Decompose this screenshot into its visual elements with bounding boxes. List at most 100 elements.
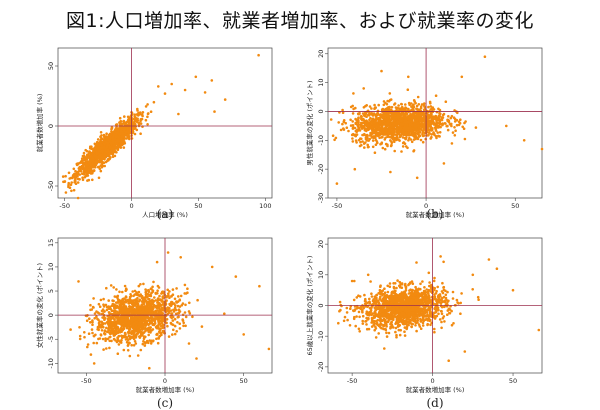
data-point (400, 132, 404, 136)
data-point (422, 108, 426, 112)
data-point (223, 312, 226, 316)
data-point (404, 131, 407, 135)
data-point (107, 331, 110, 334)
data-point (163, 92, 167, 95)
data-point (107, 328, 110, 332)
data-point (421, 324, 425, 327)
data-point (107, 320, 110, 323)
data-point (142, 323, 146, 327)
data-point (114, 339, 117, 342)
x-tick-label: 0 (129, 202, 133, 210)
data-point (122, 303, 126, 307)
data-point (371, 129, 374, 133)
data-point (106, 337, 110, 341)
data-point (390, 143, 393, 147)
data-point (446, 128, 450, 132)
data-point (95, 315, 98, 319)
data-point (99, 298, 103, 302)
data-point (341, 108, 344, 112)
data-point (109, 329, 112, 333)
y-tick-label: 15 (47, 239, 55, 247)
data-point (437, 115, 441, 118)
data-point (149, 110, 153, 113)
data-point (132, 321, 136, 325)
data-point (352, 92, 355, 95)
y-tick-label: -10 (317, 135, 325, 146)
data-point (183, 88, 187, 92)
data-point (408, 122, 412, 125)
data-point (76, 177, 80, 181)
data-point (142, 306, 146, 310)
data-point (417, 126, 421, 129)
data-point (97, 337, 100, 341)
data-point (181, 318, 184, 321)
data-point (101, 316, 104, 319)
data-point (134, 119, 137, 122)
data-point (368, 137, 372, 141)
data-point (129, 293, 132, 296)
data-point (401, 145, 405, 148)
data-point (362, 142, 366, 145)
x-tick-label: 100 (259, 202, 271, 210)
data-point (106, 141, 110, 144)
data-point (144, 291, 147, 294)
data-point (115, 123, 119, 126)
data-point (374, 106, 378, 109)
data-point (363, 121, 367, 124)
data-point (76, 196, 80, 200)
data-point (138, 308, 141, 312)
data-point (176, 312, 180, 315)
x-axis-label: 就業者数増加率 (%) (136, 385, 195, 394)
data-point (110, 126, 114, 129)
data-point (213, 110, 216, 113)
data-point (151, 340, 155, 343)
data-point (398, 124, 402, 128)
data-point (80, 157, 84, 160)
data-point (178, 298, 181, 302)
data-point (483, 55, 487, 58)
data-point (429, 127, 433, 131)
data-point (408, 136, 411, 140)
data-point (144, 118, 148, 122)
data-point (414, 112, 417, 115)
x-tick-label: 50 (511, 202, 519, 210)
data-point (345, 311, 349, 314)
data-point (120, 322, 124, 325)
data-point (331, 134, 335, 137)
data-point (363, 114, 366, 118)
data-point (358, 330, 362, 333)
data-point (441, 122, 444, 125)
data-point (156, 332, 159, 336)
plot-frame (327, 47, 543, 199)
data-point (378, 120, 382, 123)
data-point (444, 100, 448, 103)
data-point (449, 116, 453, 120)
data-point (390, 115, 394, 118)
data-point (399, 328, 403, 332)
data-point (118, 299, 121, 302)
data-point (399, 134, 402, 137)
data-point (82, 151, 86, 155)
data-point (120, 140, 123, 144)
data-point (404, 137, 408, 141)
data-point (401, 136, 405, 139)
data-point (109, 150, 113, 154)
data-point (136, 321, 139, 324)
data-point (354, 134, 358, 138)
data-point (389, 139, 392, 142)
data-point (73, 172, 76, 176)
data-point (159, 324, 163, 328)
data-point (111, 132, 115, 135)
data-point (76, 162, 80, 166)
data-point (420, 111, 423, 115)
data-point (447, 115, 450, 118)
data-point (182, 324, 185, 328)
data-point (97, 328, 100, 332)
data-point (133, 309, 136, 313)
data-point (223, 98, 227, 101)
data-point (101, 322, 105, 326)
data-point (388, 98, 392, 102)
data-point (380, 69, 383, 73)
data-point (170, 82, 173, 86)
